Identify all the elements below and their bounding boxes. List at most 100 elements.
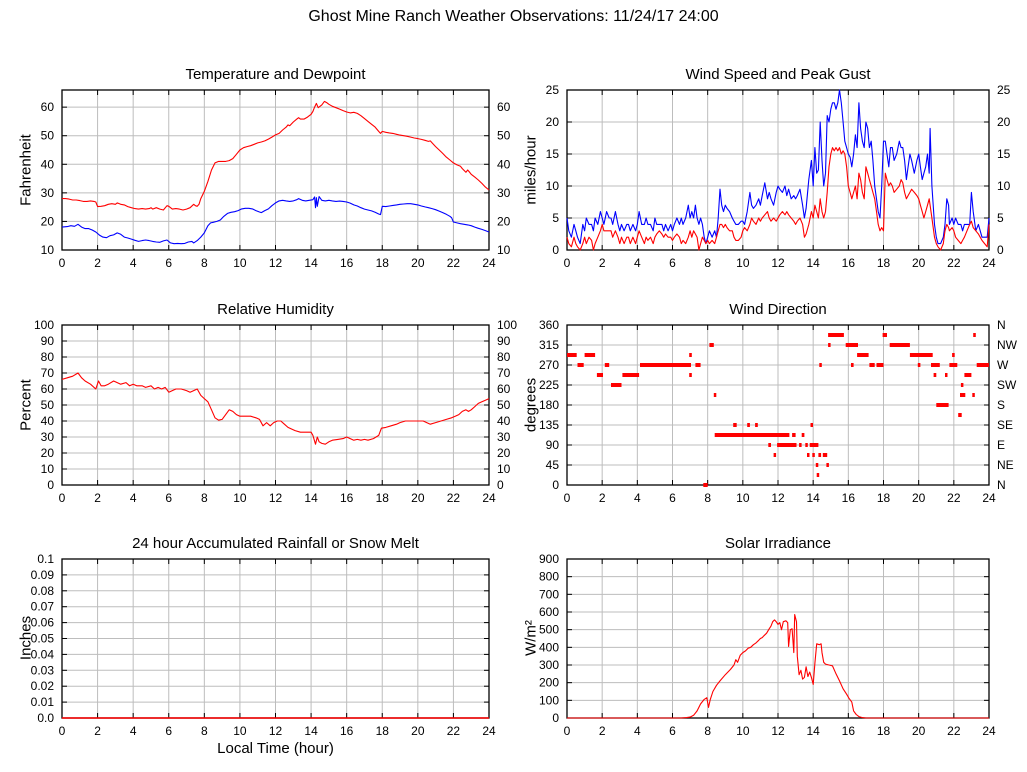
- svg-text:10: 10: [233, 491, 247, 505]
- svg-text:30: 30: [41, 186, 55, 200]
- chart-title: Wind Speed and Peak Gust: [685, 66, 871, 83]
- svg-text:16: 16: [842, 724, 856, 738]
- chart-title: 24 hour Accumulated Rainfall or Snow Mel…: [132, 535, 419, 552]
- svg-text:50: 50: [497, 398, 511, 412]
- svg-text:24: 24: [482, 724, 496, 738]
- svg-text:24: 24: [982, 724, 996, 738]
- chart-solar-irradiance: 0 2 4 6 8 10 12 14 16 18 20 22 24 0 100 200 300 400 500 600…: [515, 533, 1027, 746]
- svg-text:0.07: 0.07: [31, 600, 55, 614]
- svg-text:6: 6: [669, 724, 676, 738]
- svg-text:40: 40: [497, 157, 511, 171]
- svg-text:90: 90: [546, 438, 560, 452]
- svg-text:40: 40: [497, 414, 511, 428]
- svg-text:2: 2: [599, 491, 606, 505]
- svg-text:0: 0: [997, 243, 1004, 257]
- svg-text:100: 100: [497, 318, 517, 332]
- y-axis-label: Fahrenheit: [17, 134, 35, 206]
- svg-text:270: 270: [539, 358, 559, 372]
- svg-text:20: 20: [497, 214, 511, 228]
- svg-text:20: 20: [411, 256, 425, 270]
- svg-text:E: E: [997, 438, 1005, 452]
- svg-text:135: 135: [539, 418, 559, 432]
- svg-text:100: 100: [539, 693, 559, 707]
- svg-text:0: 0: [564, 724, 571, 738]
- page-title: Ghost Mine Ranch Weather Observations: 1…: [308, 8, 719, 25]
- svg-text:10: 10: [736, 491, 750, 505]
- svg-text:30: 30: [497, 430, 511, 444]
- svg-text:20: 20: [411, 724, 425, 738]
- svg-text:6: 6: [165, 724, 172, 738]
- svg-text:15: 15: [997, 147, 1011, 161]
- svg-text:24: 24: [982, 491, 996, 505]
- svg-text:10: 10: [497, 462, 511, 476]
- svg-text:2: 2: [599, 256, 606, 270]
- svg-text:0.02: 0.02: [31, 679, 55, 693]
- svg-text:0.09: 0.09: [31, 568, 55, 582]
- svg-text:0: 0: [59, 724, 66, 738]
- svg-text:20: 20: [41, 446, 55, 460]
- svg-text:80: 80: [497, 350, 511, 364]
- svg-text:10: 10: [546, 179, 560, 193]
- svg-text:16: 16: [340, 491, 354, 505]
- svg-text:360: 360: [539, 318, 559, 332]
- svg-text:14: 14: [304, 724, 318, 738]
- svg-text:22: 22: [947, 256, 961, 270]
- svg-text:SE: SE: [997, 418, 1013, 432]
- svg-text:6: 6: [165, 256, 172, 270]
- svg-text:12: 12: [771, 724, 785, 738]
- svg-text:50: 50: [497, 129, 511, 143]
- chart-rainfall: 0 2 4 6 8 10 12 14 16 18 20 22 24 0.0 0.01 0.02 0.03 0.04…: [10, 533, 535, 770]
- svg-text:0: 0: [47, 478, 54, 492]
- svg-text:22: 22: [447, 491, 461, 505]
- chart-wind-speed-gust: 0 2 4 6 8 10 12 14 16 18 20 22 24 0 0 5 5 10 10 15 15 20 20 25 2…: [515, 64, 1027, 274]
- svg-text:NE: NE: [997, 458, 1014, 472]
- svg-text:6: 6: [165, 491, 172, 505]
- svg-text:18: 18: [877, 724, 891, 738]
- solar-irradiance-plot: 0 2 4 6 8 10 12 14 16 18 20 22 240100200300400500600…: [539, 552, 996, 738]
- svg-text:70: 70: [497, 366, 511, 380]
- svg-text:8: 8: [704, 491, 711, 505]
- svg-text:80: 80: [41, 350, 55, 364]
- svg-text:12: 12: [269, 256, 283, 270]
- svg-text:S: S: [997, 398, 1005, 412]
- svg-text:30: 30: [497, 186, 511, 200]
- svg-text:25: 25: [997, 83, 1011, 97]
- svg-text:0: 0: [552, 478, 559, 492]
- svg-text:90: 90: [497, 334, 511, 348]
- svg-text:6: 6: [669, 256, 676, 270]
- chart-relative-humidity: 0 2 4 6 8 10 12 14 16 18 20 22 24 0 0 10 10 20 20 30 30 40 40 5…: [10, 299, 535, 509]
- svg-text:15: 15: [546, 147, 560, 161]
- svg-text:8: 8: [201, 491, 208, 505]
- svg-text:20: 20: [497, 446, 511, 460]
- svg-text:0: 0: [552, 711, 559, 725]
- chart-wind-direction: 0 2 4 6 8 10 12 14 16 18 20 22 24 0 N 45 NE 90 E 135 SE 180 S 2…: [515, 299, 1027, 509]
- svg-text:N: N: [997, 318, 1006, 332]
- y-axis-label: miles/hour: [522, 135, 540, 205]
- svg-text:8: 8: [201, 724, 208, 738]
- svg-text:25: 25: [546, 83, 560, 97]
- svg-text:4: 4: [634, 256, 641, 270]
- svg-text:14: 14: [304, 256, 318, 270]
- chart-title: Wind Direction: [729, 301, 827, 318]
- svg-text:12: 12: [269, 724, 283, 738]
- chart-temperature-dewpoint: 0 2 4 6 8 10 12 14 16 18 20 22 24 10 10 20 20 30 30 40 40 50 5…: [10, 64, 535, 274]
- svg-text:24: 24: [482, 256, 496, 270]
- svg-text:10: 10: [233, 256, 247, 270]
- svg-text:50: 50: [41, 129, 55, 143]
- svg-text:10: 10: [41, 462, 55, 476]
- svg-text:10: 10: [497, 243, 511, 257]
- svg-text:90: 90: [41, 334, 55, 348]
- svg-text:60: 60: [41, 100, 55, 114]
- svg-text:2: 2: [94, 724, 101, 738]
- svg-text:14: 14: [806, 491, 820, 505]
- y-axis-label: Inches: [17, 615, 35, 661]
- svg-text:NW: NW: [997, 338, 1018, 352]
- svg-text:0: 0: [59, 256, 66, 270]
- svg-text:22: 22: [447, 256, 461, 270]
- svg-text:12: 12: [771, 491, 785, 505]
- svg-text:12: 12: [269, 491, 283, 505]
- y-axis-label: degrees: [522, 377, 540, 433]
